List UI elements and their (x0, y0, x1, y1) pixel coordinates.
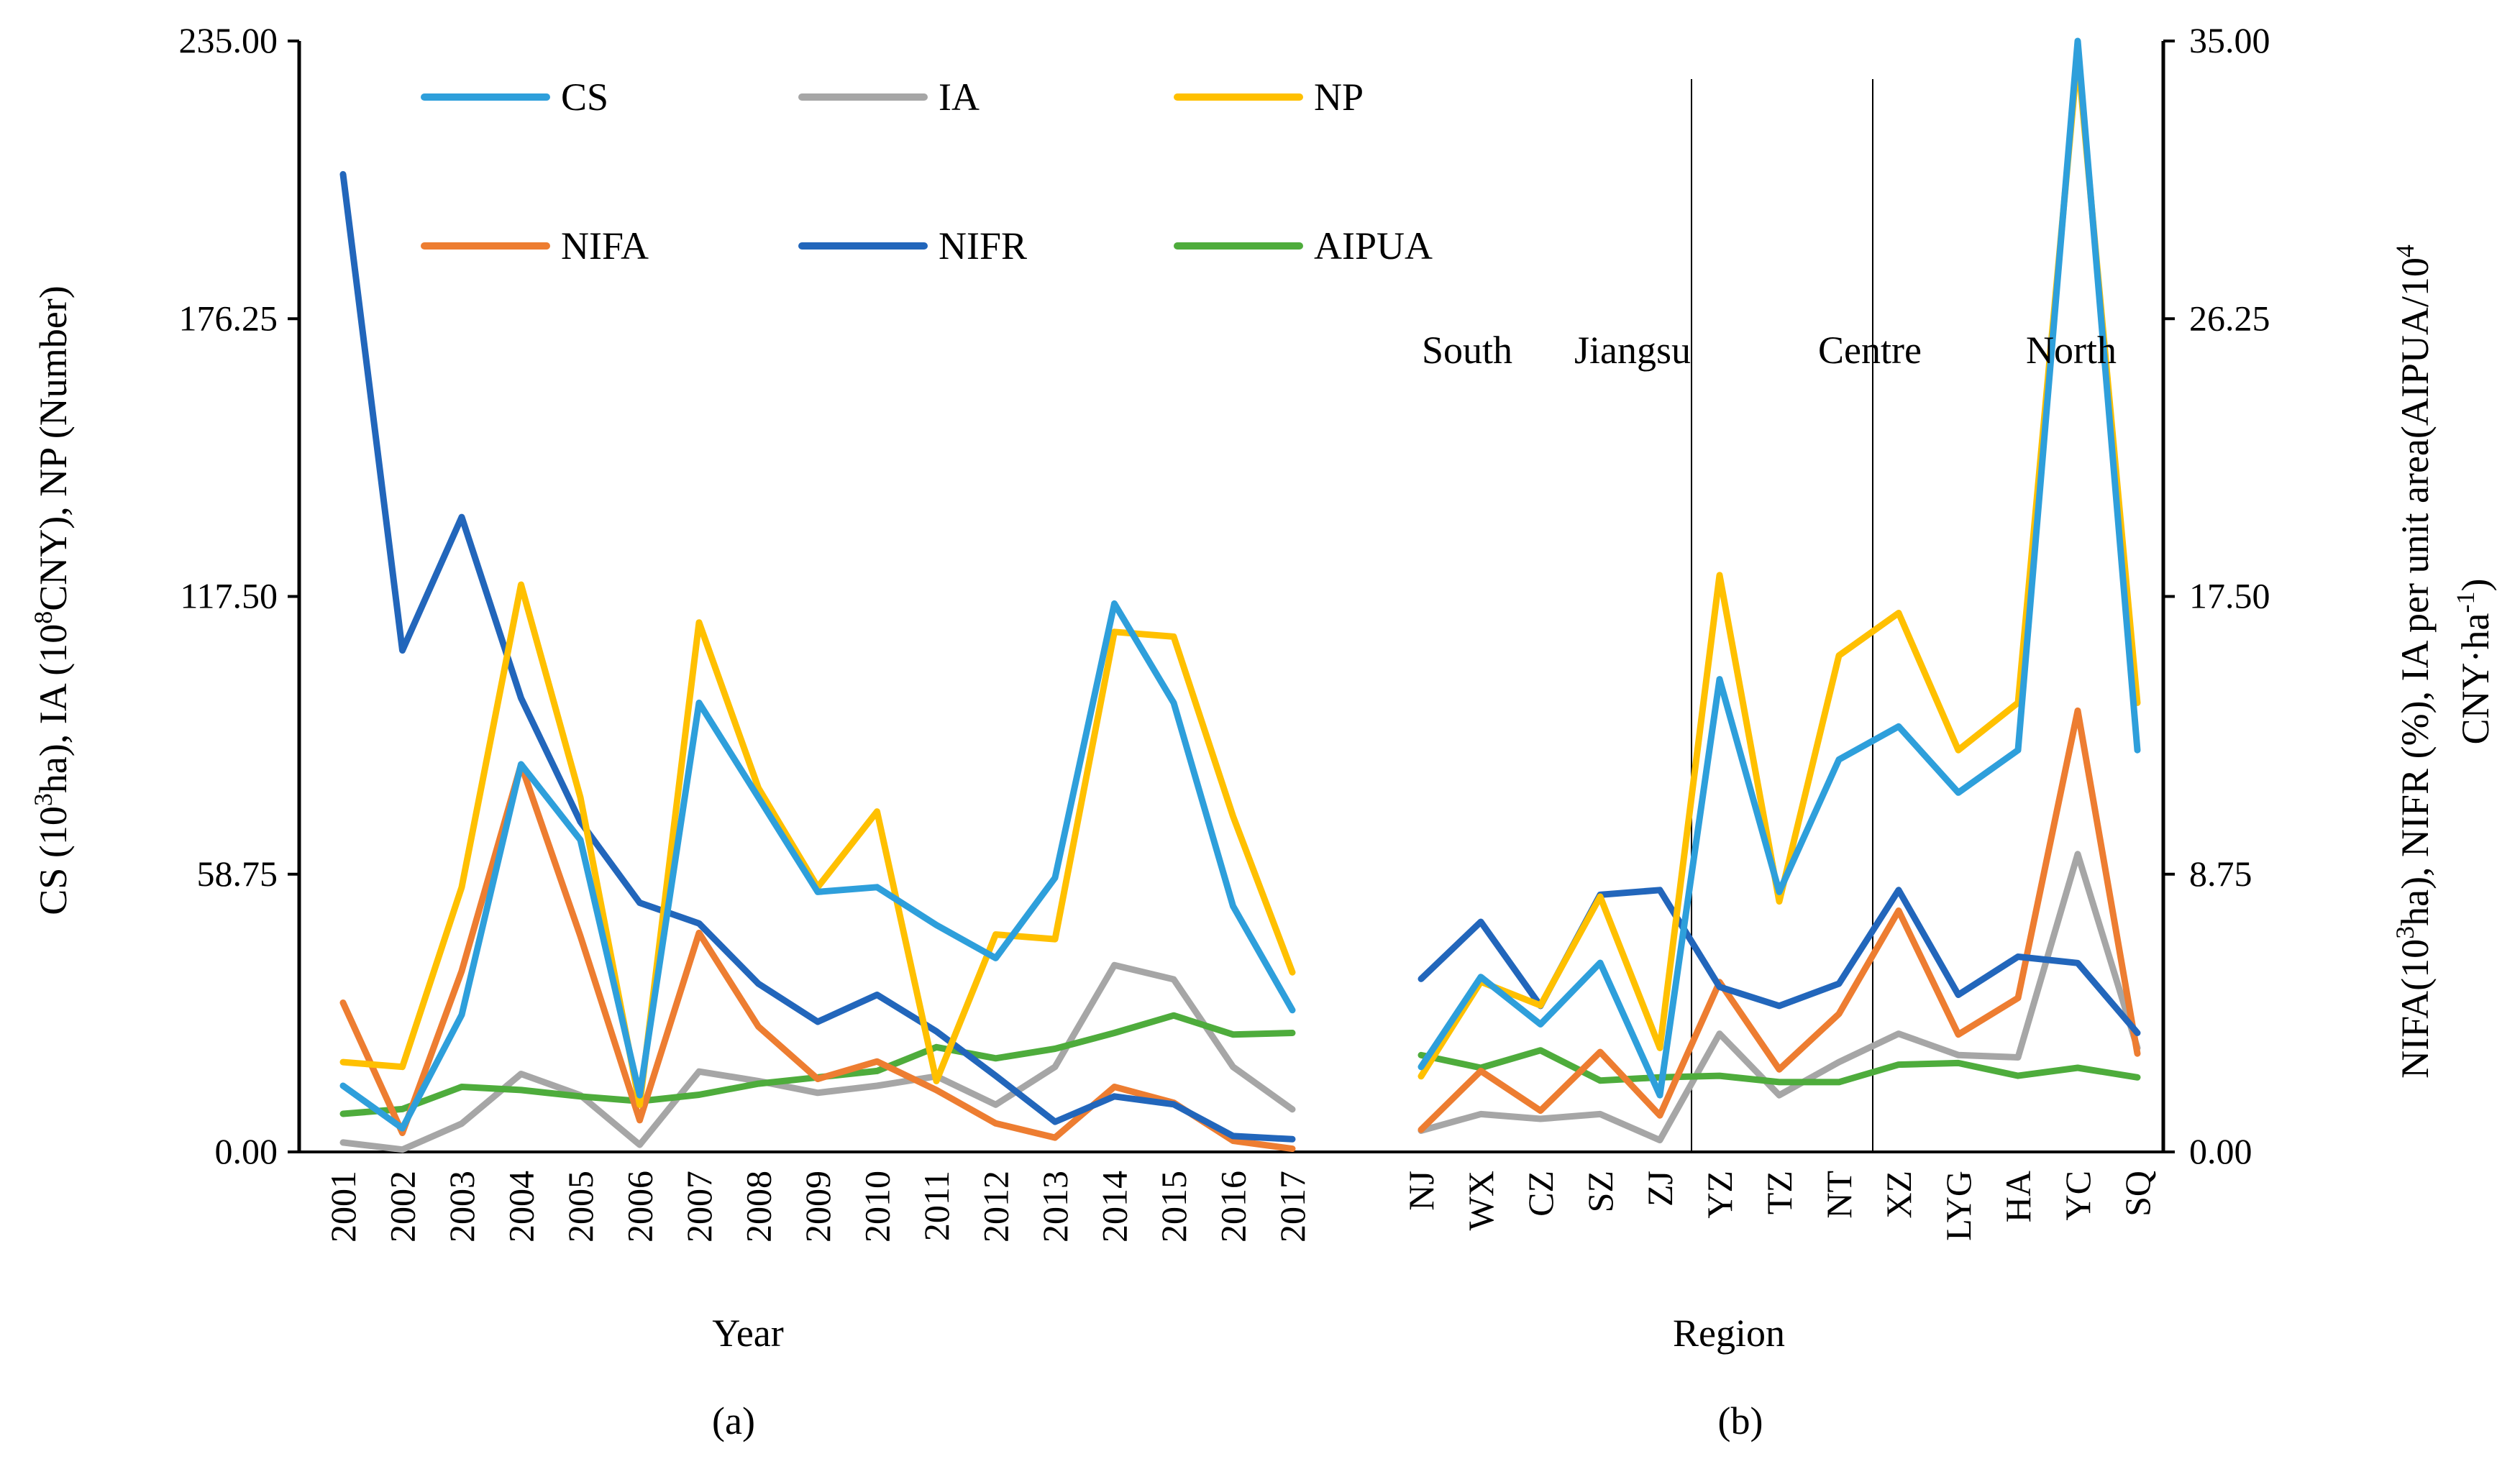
category-label: LYG (1938, 1171, 1978, 1241)
legend-label-nifr: NIFR (939, 224, 1027, 267)
series-nifr-a (339, 170, 1296, 1143)
category-label: 2003 (442, 1171, 482, 1243)
category-label: 2006 (620, 1171, 660, 1243)
panel-label: (b) (1718, 1399, 1763, 1442)
right-tick-label: 26.25 (2189, 298, 2270, 338)
right-tick-label: 17.50 (2189, 576, 2270, 616)
x-axis-title: Region (1673, 1312, 1785, 1355)
labels: 0.00 58.75 117.50 176.25 235.00 0.00 8.75 17.50… (29, 20, 2497, 1442)
legend: CS IA NP NIFA NIFR AIPUA (421, 76, 1433, 267)
category-label: HA (1998, 1171, 2038, 1222)
category-label: 2002 (383, 1171, 423, 1243)
series-cs-a (339, 600, 1296, 1132)
left-axis-title-part: 8 (29, 611, 58, 624)
category-label: ZJ (1640, 1171, 1680, 1207)
category-label: SZ (1580, 1171, 1620, 1212)
category-label: 2005 (560, 1171, 601, 1243)
category-label: 2009 (798, 1171, 838, 1243)
left-axis-title-part: CS (10 (32, 806, 75, 915)
series-np-b (1418, 52, 2141, 1080)
category-label: 2013 (1035, 1171, 1075, 1243)
category-label: 2008 (739, 1171, 779, 1243)
right-tick-label: 8.75 (2189, 854, 2252, 894)
left-tick-label: 58.75 (197, 854, 278, 894)
right-axis-title-line1-part: NIFA(10 (2393, 939, 2437, 1079)
category-label: 2001 (323, 1171, 363, 1243)
category-label: WX (1461, 1171, 1501, 1230)
category-label: 2017 (1272, 1171, 1312, 1243)
region-label: Centre (1818, 329, 1922, 372)
category-label: YZ (1699, 1171, 1740, 1219)
right-axis-title-line2: CNY·ha-1) (2451, 579, 2497, 745)
left-tick-label: 117.50 (180, 576, 278, 616)
series-cs-b (1418, 37, 2141, 1099)
category-label: 2007 (679, 1171, 719, 1243)
region-label: South (1422, 329, 1512, 372)
category-label: 2010 (857, 1171, 898, 1243)
category-label: XZ (1878, 1171, 1919, 1219)
left-axis-title-part: 3 (29, 793, 58, 806)
category-label: 2004 (501, 1171, 542, 1243)
right-tick-label: 0.00 (2189, 1131, 2252, 1171)
right-axis-title-line2-part: ) (2454, 579, 2497, 592)
left-tick-label: 0.00 (215, 1131, 278, 1171)
series-nifa-b (1418, 707, 2141, 1133)
axes (288, 40, 2175, 1153)
region-label: Jiangsu (1574, 329, 1691, 372)
category-label: NJ (1401, 1171, 1441, 1211)
right-tick-label: 35.00 (2189, 20, 2270, 60)
left-axis-title-part: CNY), NP (Number) (32, 285, 75, 610)
right-axis-title-line2-part: -1 (2451, 592, 2480, 613)
left-tick-label: 235.00 (179, 20, 278, 60)
category-label: 2015 (1154, 1171, 1194, 1243)
left-tick-label: 176.25 (179, 298, 278, 338)
right-axis-title-line1-part: ha), NIFR (%), IA per unit area(AIPUA/10 (2393, 257, 2437, 926)
category-label: YC (2058, 1171, 2098, 1220)
category-label: SQ (2117, 1171, 2158, 1217)
category-label: 2011 (916, 1171, 957, 1241)
right-axis-title-line2-part: CNY·ha (2454, 613, 2497, 744)
left-axis-title: CS (103ha), IA (108CNY), NP (Number) (29, 285, 75, 915)
right-axis-title-line1: NIFA(103ha), NIFR (%), IA per unit area(… (2391, 244, 2437, 1079)
legend-label-aipua: AIPUA (1314, 224, 1433, 267)
right-axis-title-line1-part: 3 (2391, 926, 2419, 939)
series-aipua-b (1418, 1047, 2141, 1086)
series-ia-a (339, 961, 1296, 1153)
region-label: North (2026, 329, 2117, 372)
left-axis-title-part: ha), IA (10 (32, 624, 75, 793)
series-ia-b (1418, 851, 2141, 1144)
category-label: 2012 (976, 1171, 1016, 1243)
series-lines (339, 37, 2141, 1153)
category-label: CZ (1520, 1171, 1561, 1217)
legend-label-nifa: NIFA (561, 224, 649, 267)
category-label: 2016 (1213, 1171, 1254, 1243)
legend-label-ia: IA (939, 76, 980, 119)
category-label: TZ (1759, 1171, 1799, 1214)
x-axis-title: Year (712, 1312, 784, 1355)
legend-label-cs: CS (561, 76, 608, 119)
category-label: 2014 (1095, 1171, 1135, 1243)
legend-label-np: NP (1314, 76, 1364, 119)
series-nifa-a (339, 761, 1296, 1153)
right-axis-title-line1-part: 4 (2391, 244, 2419, 257)
panel-label: (a) (712, 1399, 755, 1442)
category-label: NT (1819, 1171, 1859, 1219)
